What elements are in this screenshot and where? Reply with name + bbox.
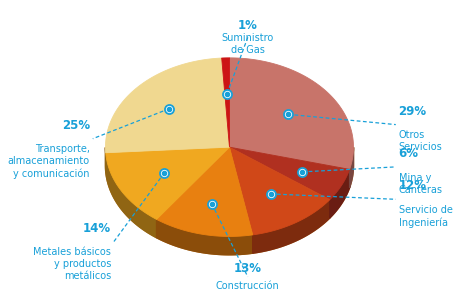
Text: Construcción: Construcción (216, 281, 280, 291)
Text: Suministro
de Gas: Suministro de Gas (222, 33, 274, 55)
Text: 1%: 1% (238, 19, 258, 32)
Text: 6%: 6% (399, 147, 419, 160)
Polygon shape (106, 153, 156, 238)
Text: 25%: 25% (62, 119, 90, 132)
Text: 29%: 29% (399, 105, 427, 118)
Polygon shape (156, 220, 253, 255)
Polygon shape (105, 147, 354, 255)
Polygon shape (229, 147, 330, 235)
Polygon shape (229, 147, 350, 200)
Polygon shape (350, 148, 354, 188)
Polygon shape (330, 169, 350, 218)
Polygon shape (222, 58, 229, 147)
Polygon shape (156, 147, 253, 236)
Text: 13%: 13% (234, 262, 262, 275)
Polygon shape (229, 58, 354, 169)
Text: Servicio de
Ingeniería: Servicio de Ingeniería (399, 205, 453, 227)
Text: Metales básicos
y productos
metálicos: Metales básicos y productos metálicos (33, 247, 111, 281)
Polygon shape (106, 147, 229, 220)
Text: Otros
Servicios: Otros Servicios (399, 130, 442, 152)
Text: 12%: 12% (399, 179, 427, 192)
Text: Transporte,
almacenamiento
y comunicación: Transporte, almacenamiento y comunicació… (8, 144, 90, 179)
Polygon shape (253, 200, 330, 253)
Text: Mina y
Canteras: Mina y Canteras (399, 173, 443, 195)
Polygon shape (105, 58, 229, 153)
Text: 14%: 14% (83, 222, 111, 235)
